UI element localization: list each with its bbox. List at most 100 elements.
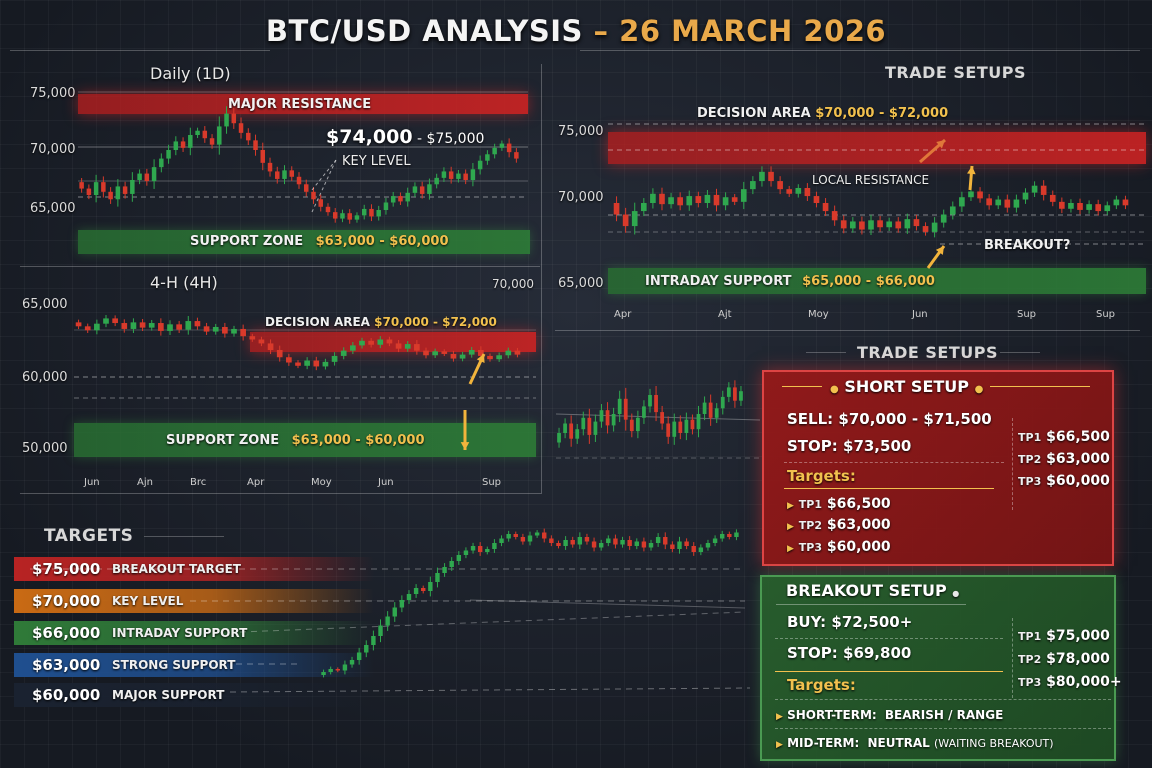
h4-candle — [359, 340, 365, 346]
h4-ytick-65: 65,000 — [22, 297, 68, 312]
setups-candle — [904, 219, 911, 229]
setups-candle — [1059, 201, 1065, 209]
title-main: BTC/USD ANALYSIS — [265, 14, 583, 48]
trend-candle — [477, 546, 483, 552]
daily-candle — [463, 173, 468, 180]
trend-candle — [527, 535, 533, 542]
daily-candle — [347, 213, 352, 220]
trend-candle — [584, 537, 590, 542]
mini-candle — [617, 398, 622, 414]
setups-candle — [831, 211, 838, 221]
h4-candle — [322, 361, 329, 367]
trend-candle — [449, 561, 454, 567]
breakout-buy: BUY: $72,500+ — [787, 613, 913, 631]
targets-dashed-60000 — [229, 687, 751, 693]
trend-candle — [520, 537, 526, 542]
daily-candle — [398, 196, 403, 202]
h4-support-label: SUPPORT ZONE — [166, 433, 280, 448]
mini-candle — [563, 423, 567, 433]
setups-xtick-5: Sup — [1096, 309, 1116, 320]
h4-candle — [404, 344, 411, 349]
h4-candle — [167, 324, 173, 331]
daily-candle — [296, 176, 302, 185]
targets-title-rule — [144, 536, 224, 537]
setups-xtick-4: Sup — [1017, 309, 1037, 320]
short-title-rule-right — [990, 386, 1090, 387]
trend-candle — [712, 538, 718, 543]
trend-candle — [613, 538, 618, 545]
h4-candle — [139, 322, 146, 328]
daily-candle — [202, 130, 208, 139]
daily-candle — [130, 180, 135, 194]
setups-candle — [659, 193, 665, 205]
daily-price-rest: - $75,000 — [412, 131, 485, 147]
daily-price-main: $74,000 — [326, 126, 413, 148]
h4-candle — [459, 354, 466, 359]
short-sep — [784, 462, 1004, 463]
mini-candle — [678, 421, 683, 433]
short-tp1-right: TP1 $66,500 — [1018, 429, 1110, 445]
mini-candle — [666, 423, 671, 437]
setups-candle — [759, 171, 765, 182]
trend-candle — [342, 664, 348, 671]
target-label: KEY LEVEL — [112, 594, 184, 608]
h4-chart-label: 4-H (4H) — [150, 273, 218, 292]
target-price: $70,000 — [32, 592, 101, 610]
h4-xtick-4: Moy — [311, 477, 332, 488]
triangle-bullet-icon: ▶ — [787, 522, 794, 532]
breakout-sep-4 — [775, 728, 1111, 729]
h4-candle — [295, 362, 301, 366]
setups-candle — [1113, 199, 1120, 206]
h4-candle — [176, 324, 182, 330]
setups-candle — [895, 221, 902, 229]
trend-candle — [691, 546, 696, 552]
daily-candle — [188, 135, 193, 148]
short-targets-label: Targets: — [787, 467, 856, 485]
daily-candle — [267, 162, 273, 172]
daily-candle — [166, 150, 171, 159]
setups2-rule-right — [1000, 352, 1040, 353]
trend-candle — [456, 555, 462, 561]
h4-candle — [94, 323, 100, 331]
setups-candle — [622, 214, 629, 227]
trend-candle — [392, 607, 397, 617]
mini-candle — [557, 433, 561, 443]
setups-candle — [722, 197, 729, 206]
target-label: STRONG SUPPORT — [112, 658, 236, 672]
trend-candle — [349, 660, 355, 665]
mini-baseline — [555, 413, 761, 421]
h4-candle — [313, 360, 320, 367]
daily-support-range: $63,000 - $60,000 — [315, 234, 449, 249]
daily-candle — [369, 208, 374, 217]
setups-candle — [1013, 199, 1020, 208]
daily-candle — [514, 152, 519, 159]
mini-candle — [575, 429, 580, 439]
h4-decision-range: $70,000 - $72,000 — [374, 315, 497, 329]
breakout-sep — [775, 638, 1003, 639]
trend-candle — [734, 532, 739, 537]
short-setup-title: ● SHORT SETUP ● — [830, 377, 983, 396]
short-tp-divider — [1012, 418, 1014, 510]
trend-candle — [321, 672, 326, 675]
setups-candle — [668, 197, 674, 205]
divider-right-mid — [555, 330, 1140, 331]
daily-candle — [376, 210, 381, 217]
breakout-setup-title: BREAKOUT SETUP ● — [786, 581, 959, 600]
setups-candle — [959, 197, 965, 207]
trend-candle — [428, 582, 433, 591]
setups-support-range: $65,000 - $66,000 — [802, 274, 935, 289]
daily-candle — [137, 173, 142, 180]
daily-candle — [441, 171, 447, 178]
mini-candle — [690, 419, 695, 430]
h4-candle — [75, 322, 82, 327]
breakout-title-rule — [776, 604, 966, 605]
h4-candle — [103, 318, 109, 324]
divider-left-mid — [20, 266, 540, 267]
trend-candle — [485, 549, 490, 552]
setups-candle — [704, 194, 711, 203]
daily-support-band — [78, 230, 530, 254]
h4-candle — [258, 339, 265, 344]
short-setup-box — [762, 370, 1114, 566]
target-row-bg — [14, 653, 374, 677]
setups-candle — [859, 221, 865, 230]
